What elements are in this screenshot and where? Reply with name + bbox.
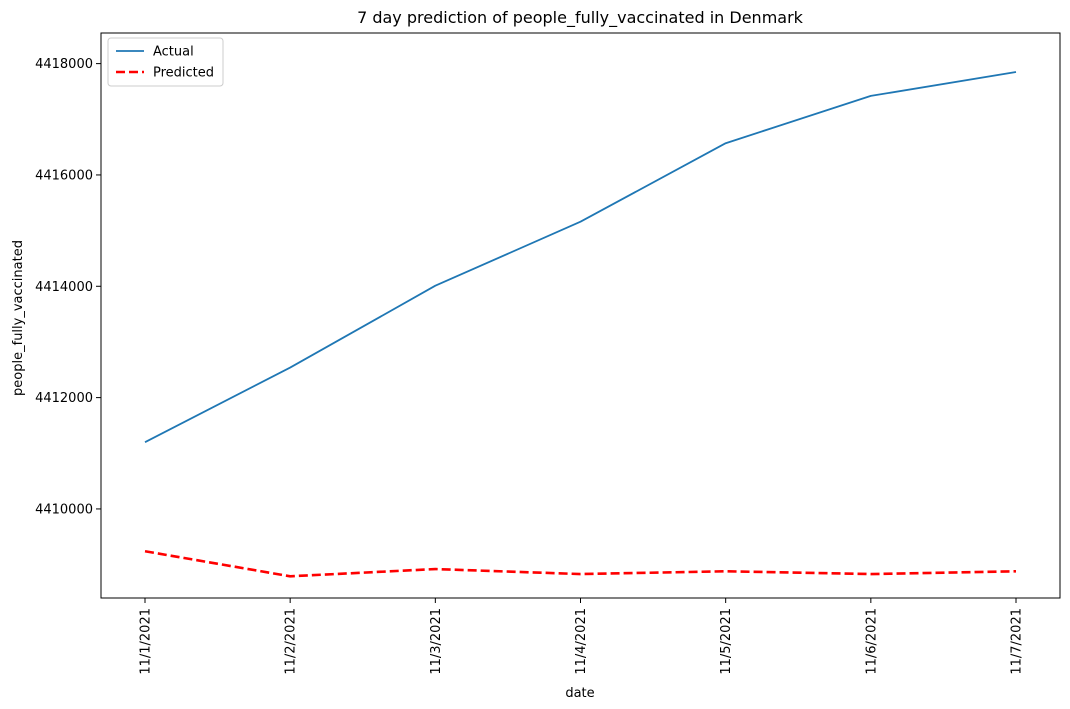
x-axis-label: date	[565, 686, 594, 701]
series-line-actual	[144, 71, 1017, 443]
y-tick-label: 4416000	[35, 168, 93, 183]
y-tick-label: 4410000	[35, 502, 93, 517]
x-tick-label: 11/1/2021	[139, 608, 154, 675]
x-tick-label: 11/6/2021	[864, 608, 879, 675]
y-axis-label: people_fully_vaccinated	[11, 240, 26, 396]
x-tick-label: 11/2/2021	[284, 608, 299, 675]
y-tick-label: 4418000	[35, 57, 93, 72]
x-tick-label: 11/5/2021	[719, 608, 734, 675]
y-tick-label: 4412000	[35, 391, 93, 406]
series-line-predicted	[144, 549, 1017, 578]
x-tick-label: 11/3/2021	[429, 608, 444, 675]
legend-label-predicted: Predicted	[153, 66, 214, 81]
legend-label-actual: Actual	[153, 45, 194, 60]
x-tick-label: 11/4/2021	[574, 608, 589, 675]
x-tick-label: 11/7/2021	[1010, 608, 1025, 675]
plot-frame	[100, 32, 1061, 599]
y-tick-label: 4414000	[35, 280, 93, 295]
chart-title: 7 day prediction of people_fully_vaccina…	[357, 8, 804, 28]
legend-box	[107, 37, 224, 87]
